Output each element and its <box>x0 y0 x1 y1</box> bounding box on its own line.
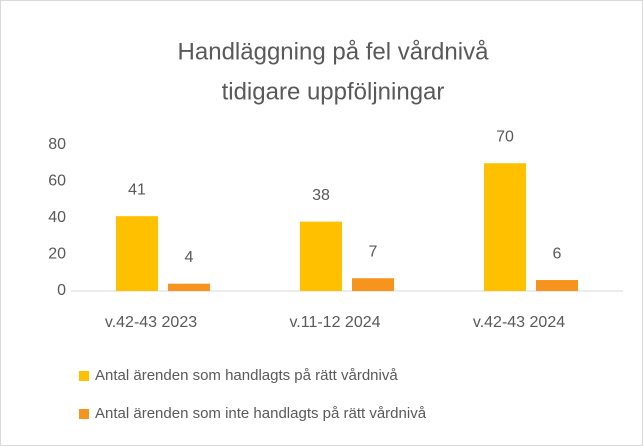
bar <box>536 280 578 291</box>
x-tick-label: v.11-12 2024 <box>289 314 380 331</box>
bar <box>116 216 158 291</box>
legend-swatch <box>79 371 89 381</box>
y-tick-label: 20 <box>48 246 66 263</box>
data-label: 4 <box>185 249 194 266</box>
legend-label: Antal ärenden som inte handlagts på rätt… <box>95 405 427 422</box>
data-label: 70 <box>496 128 514 145</box>
data-label: 6 <box>553 245 562 262</box>
y-tick-label: 0 <box>57 282 66 299</box>
bar <box>300 221 342 291</box>
data-label: 7 <box>369 243 378 260</box>
chart-title: tidigare uppföljningar <box>222 78 445 105</box>
legend-label: Antal ärenden som handlagts på rätt vård… <box>95 367 398 384</box>
legend-swatch <box>79 409 89 419</box>
bar <box>352 278 394 291</box>
bar <box>168 283 210 291</box>
data-label: 38 <box>312 187 330 204</box>
x-tick-label: v.42-43 2024 <box>473 314 565 331</box>
bar <box>484 163 526 291</box>
chart-title: Handläggning på fel vårdnivå <box>178 38 490 65</box>
y-tick-label: 80 <box>48 136 66 153</box>
data-label: 41 <box>128 181 146 198</box>
y-tick-label: 60 <box>48 173 66 190</box>
x-tick-label: v.42-43 2023 <box>105 314 197 331</box>
y-tick-label: 40 <box>48 209 66 226</box>
